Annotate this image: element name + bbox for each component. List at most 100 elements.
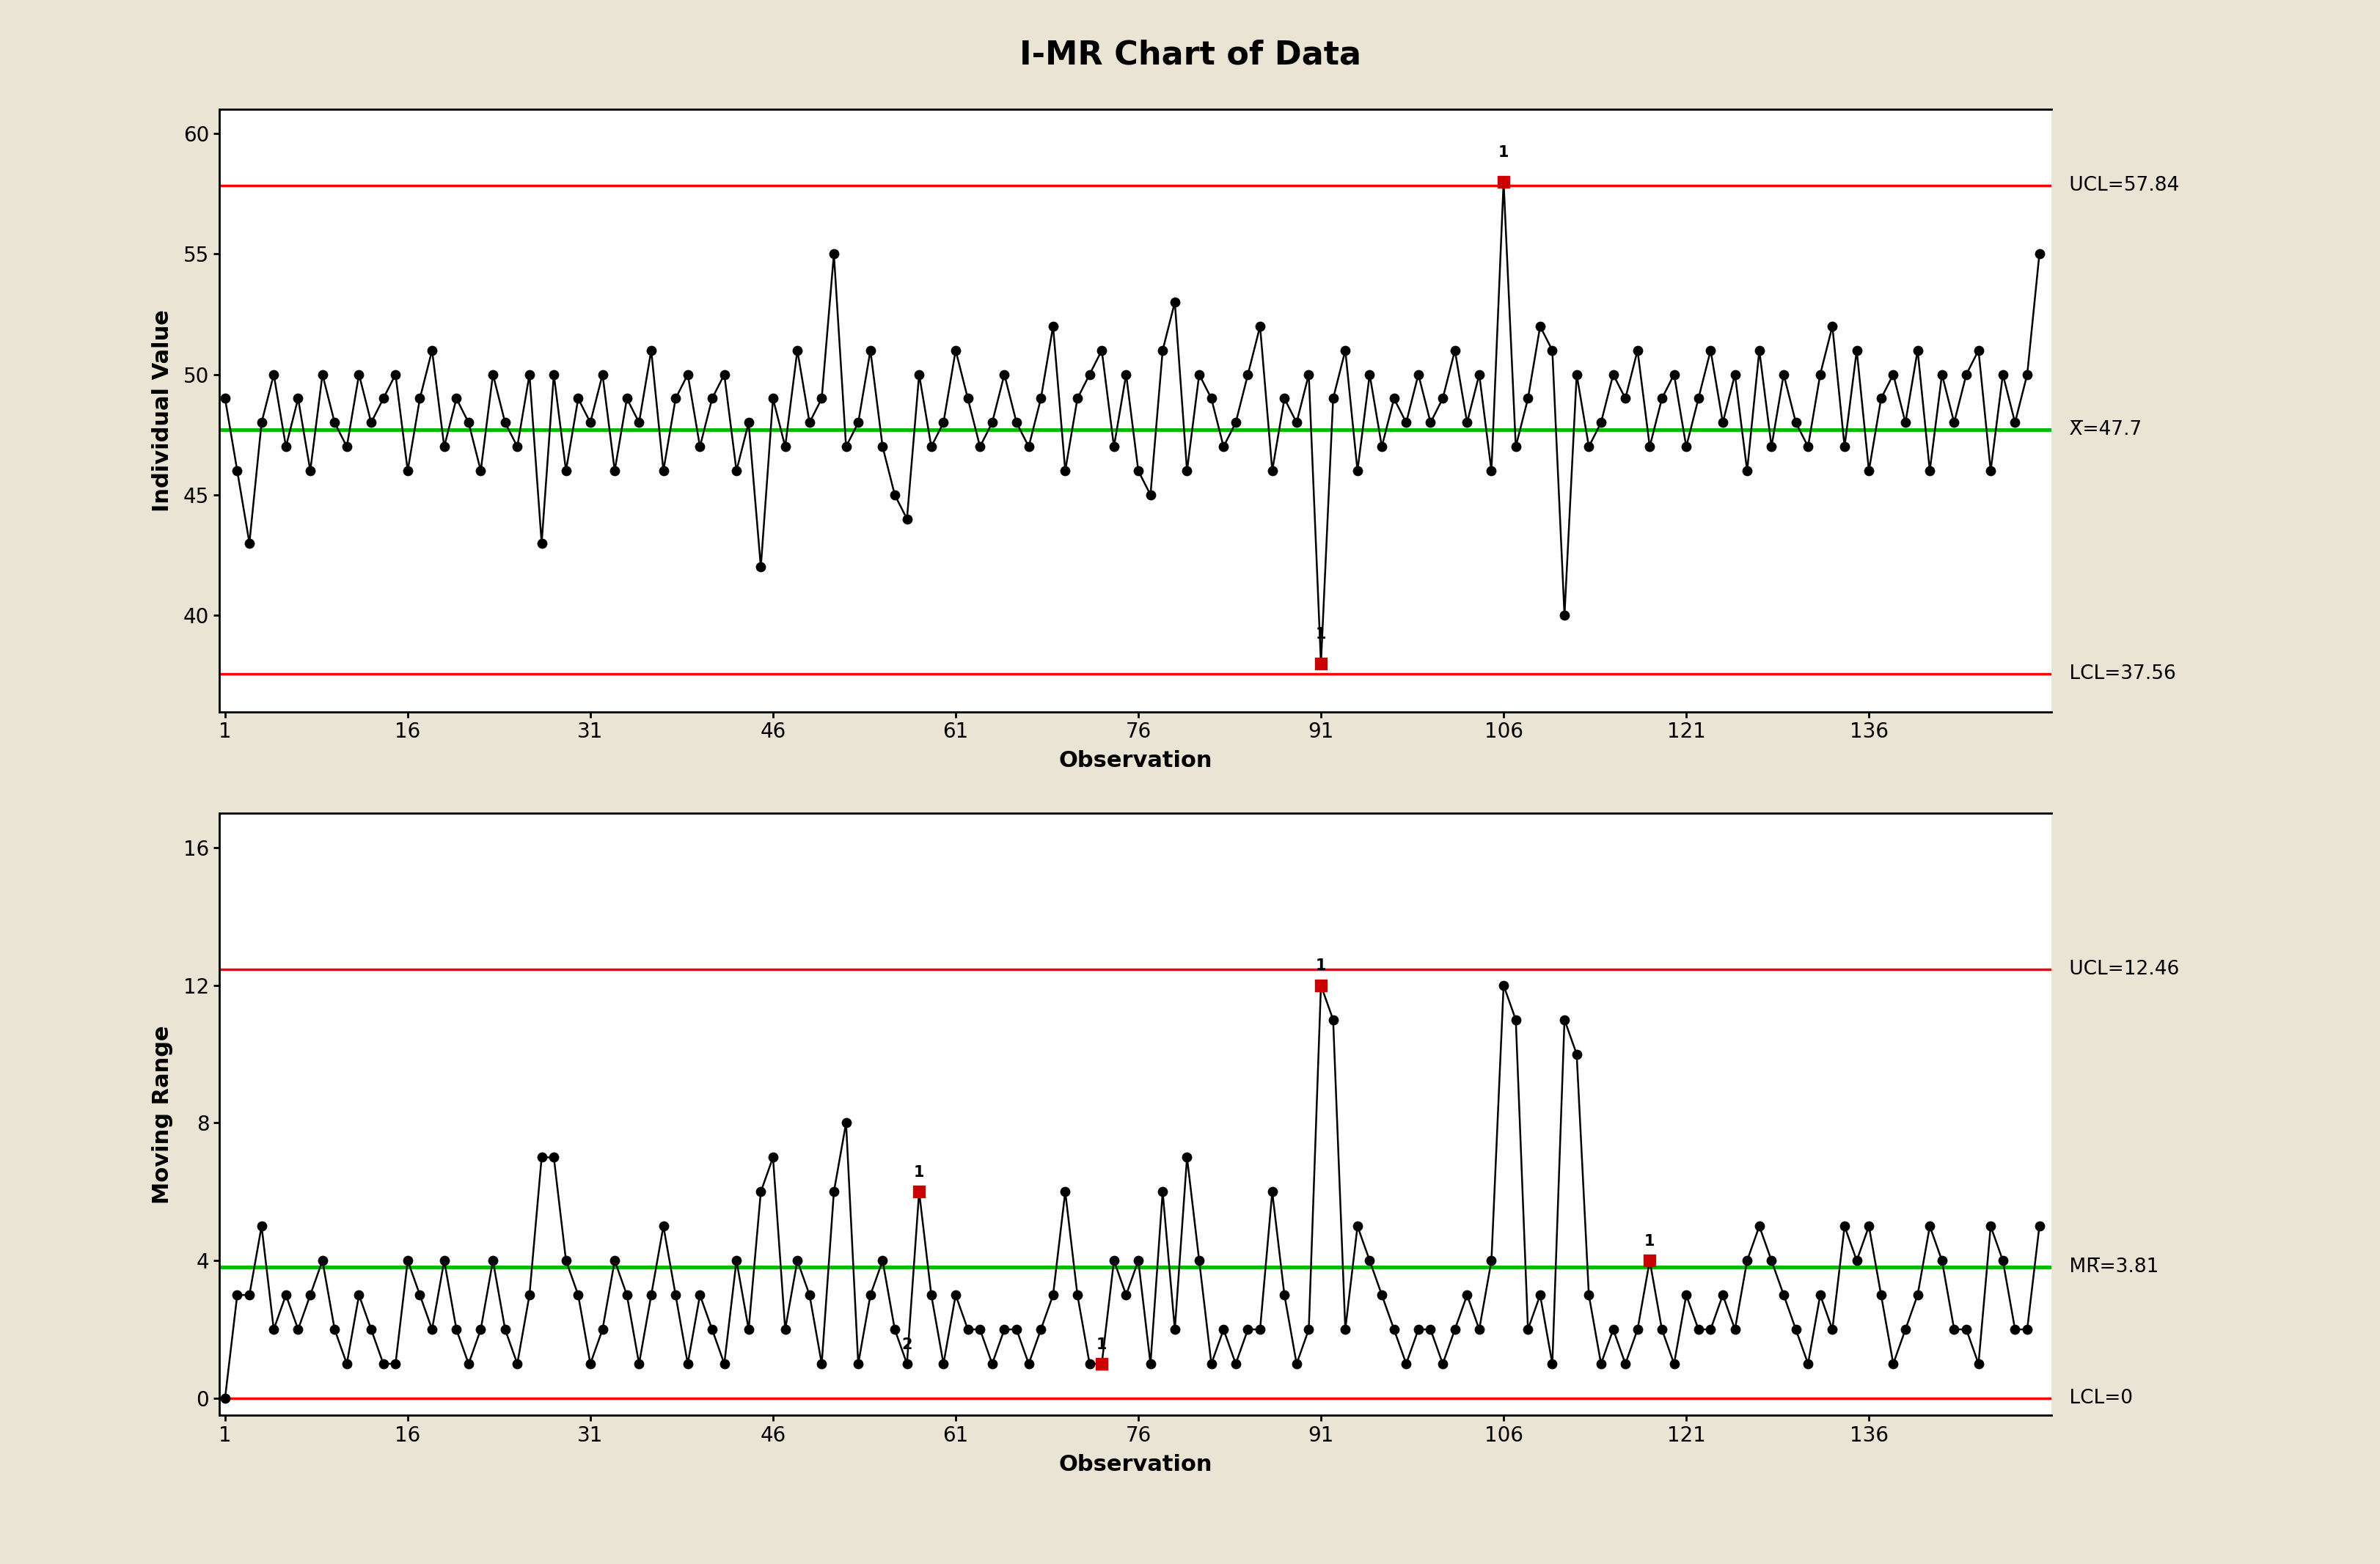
Point	[1935, 1317, 1973, 1342]
Text: 2: 2	[902, 1337, 912, 1351]
Point	[328, 1351, 367, 1376]
Point	[607, 386, 645, 411]
Point	[595, 458, 633, 483]
Point	[790, 1282, 828, 1308]
Point	[985, 361, 1023, 386]
Point	[938, 1282, 976, 1308]
Y-axis label: Individual Value: Individual Value	[152, 310, 174, 511]
Point	[497, 1351, 536, 1376]
Point	[1790, 1351, 1828, 1376]
Point	[595, 1248, 633, 1273]
Point	[474, 361, 512, 386]
Point	[814, 1179, 852, 1204]
Point	[462, 1317, 500, 1342]
Point	[1119, 1248, 1157, 1273]
Point	[1764, 361, 1802, 386]
Point	[1668, 1282, 1706, 1308]
Point	[1059, 386, 1097, 411]
Point	[1680, 386, 1718, 411]
Text: LCL=37.56: LCL=37.56	[2063, 665, 2175, 683]
Point	[1607, 386, 1645, 411]
X-axis label: Observation: Observation	[1059, 751, 1211, 771]
Point	[219, 458, 257, 483]
Point	[400, 1282, 438, 1308]
Point	[1497, 435, 1535, 460]
Point	[1861, 1282, 1899, 1308]
Point	[864, 1248, 902, 1273]
Point	[524, 1145, 562, 1170]
Point	[938, 338, 976, 363]
Point	[900, 361, 938, 386]
Point	[486, 410, 524, 435]
Point	[1764, 1282, 1802, 1308]
Point	[621, 410, 659, 435]
Point	[1145, 1179, 1183, 1204]
Point	[778, 1248, 816, 1273]
Point	[1985, 361, 2023, 386]
Point	[1971, 1214, 2009, 1239]
Point	[1887, 410, 1925, 435]
Point	[766, 435, 804, 460]
Point	[1752, 1248, 1790, 1273]
Point	[1971, 458, 2009, 483]
Point	[754, 1145, 793, 1170]
Point	[840, 410, 878, 435]
Point	[1630, 435, 1668, 460]
Point	[1314, 1007, 1352, 1032]
Point	[693, 386, 731, 411]
Point	[693, 1317, 731, 1342]
Point	[376, 1351, 414, 1376]
Point	[1923, 1248, 1961, 1273]
Point	[547, 1248, 585, 1273]
Point	[1033, 314, 1071, 339]
Point	[1557, 1042, 1595, 1067]
Point	[1595, 1317, 1633, 1342]
Point	[1911, 458, 1949, 483]
Point	[1338, 458, 1376, 483]
Point	[1047, 1179, 1085, 1204]
Point	[1326, 1317, 1364, 1342]
Point	[1752, 435, 1790, 460]
Point	[962, 1317, 1000, 1342]
Point	[524, 530, 562, 555]
Point	[1399, 1317, 1438, 1342]
Point	[852, 1282, 890, 1308]
Point	[1861, 386, 1899, 411]
Point	[302, 1248, 340, 1273]
Point	[571, 410, 609, 435]
Point	[950, 1317, 988, 1342]
Point	[1509, 386, 1547, 411]
Point	[486, 1317, 524, 1342]
Point	[923, 1351, 962, 1376]
X-axis label: Observation: Observation	[1059, 1455, 1211, 1475]
Point	[1216, 410, 1254, 435]
Text: MR̅=3.81: MR̅=3.81	[2063, 1257, 2159, 1276]
Point	[414, 1317, 452, 1342]
Point	[1130, 482, 1169, 507]
Point	[645, 458, 683, 483]
Point	[900, 1179, 938, 1204]
Point	[388, 458, 426, 483]
Point	[1180, 1248, 1219, 1273]
Point	[1849, 1214, 1887, 1239]
Point	[352, 1317, 390, 1342]
Point	[1216, 1351, 1254, 1376]
Point	[1923, 361, 1961, 386]
Point	[1899, 338, 1937, 363]
Point	[400, 386, 438, 411]
Point	[290, 1282, 328, 1308]
Point	[1935, 410, 1973, 435]
Point	[912, 1282, 950, 1308]
Point	[1654, 1351, 1692, 1376]
Point	[1157, 289, 1195, 314]
Point	[2021, 1214, 2059, 1239]
Point	[1997, 1317, 2035, 1342]
Point	[852, 338, 890, 363]
Point	[1521, 1282, 1559, 1308]
Point	[243, 410, 281, 435]
Point	[1290, 361, 1328, 386]
Point	[1802, 361, 1840, 386]
Point	[1364, 1282, 1402, 1308]
Point	[1349, 361, 1388, 386]
Point	[1497, 1007, 1535, 1032]
